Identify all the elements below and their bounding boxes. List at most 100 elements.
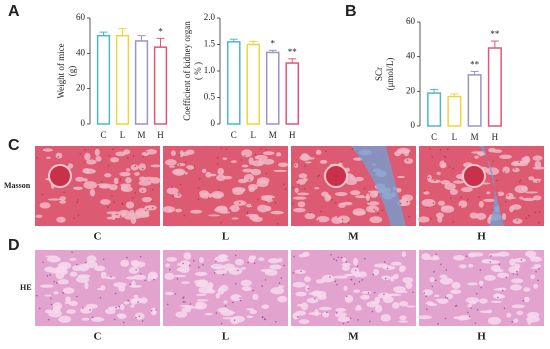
tissue-texture xyxy=(106,216,113,220)
nucleus xyxy=(77,214,80,216)
tissue-texture xyxy=(292,312,299,320)
tissue-texture xyxy=(296,192,310,196)
nucleus xyxy=(84,261,87,264)
tissue-texture xyxy=(316,216,330,223)
tissue-texture xyxy=(393,273,399,280)
tissue-texture xyxy=(125,168,131,172)
nucleus xyxy=(434,279,437,282)
nucleus xyxy=(38,307,41,310)
tissue-texture xyxy=(326,194,332,201)
nucleus xyxy=(215,260,217,263)
nucleus xyxy=(183,214,186,217)
tissue-texture xyxy=(352,208,366,216)
nucleus xyxy=(325,311,328,314)
y-tick-label: 0 xyxy=(411,120,416,130)
nucleus xyxy=(351,148,354,150)
nucleus xyxy=(383,293,385,296)
nucleus xyxy=(115,306,117,309)
tissue-texture xyxy=(212,193,217,198)
nucleus xyxy=(501,289,504,292)
nucleus xyxy=(239,297,241,299)
tissue-texture xyxy=(217,167,224,176)
tissue-texture xyxy=(404,158,414,164)
nucleus xyxy=(511,320,513,323)
tissue-texture xyxy=(270,210,284,215)
tissue-texture xyxy=(486,191,491,195)
nucleus xyxy=(435,253,438,256)
nucleus xyxy=(265,172,268,175)
y-axis-label: (μmol/L) xyxy=(385,58,395,91)
tissue-texture xyxy=(432,255,439,259)
nucleus xyxy=(489,261,492,263)
panel-label: C xyxy=(8,137,20,154)
nucleus xyxy=(535,270,537,273)
nucleus xyxy=(423,292,426,294)
nucleus xyxy=(240,159,243,161)
tissue-texture xyxy=(437,200,446,206)
nucleus xyxy=(324,150,327,152)
tissue-texture xyxy=(35,214,43,218)
nucleus xyxy=(426,206,428,209)
bar xyxy=(285,62,300,125)
tissue-texture xyxy=(75,176,85,182)
nucleus xyxy=(525,217,528,220)
tissue-texture xyxy=(56,216,66,223)
tissue-texture xyxy=(298,173,308,179)
tissue-texture xyxy=(230,294,242,301)
significance: * xyxy=(271,38,276,48)
nucleus xyxy=(318,174,321,177)
tissue-texture xyxy=(44,266,55,273)
nucleus xyxy=(504,171,506,173)
y-tick-label: 40 xyxy=(406,51,416,61)
nucleus xyxy=(189,303,192,305)
tissue-texture xyxy=(139,297,148,304)
tissue-texture xyxy=(134,172,140,176)
nucleus xyxy=(431,156,434,158)
bar xyxy=(467,74,482,127)
nucleus xyxy=(478,196,480,198)
tissue-texture xyxy=(405,281,413,289)
nucleus xyxy=(113,318,116,321)
tissue-texture xyxy=(55,152,63,159)
tissue-texture xyxy=(527,317,532,325)
tissue-texture xyxy=(69,271,78,277)
tissue-texture xyxy=(314,187,320,190)
nucleus xyxy=(538,267,540,270)
tissue-texture xyxy=(171,169,183,175)
nucleus xyxy=(320,210,322,213)
tissue-texture xyxy=(195,293,207,296)
tissue-texture xyxy=(304,276,311,283)
y-axis-label: (g) xyxy=(67,66,77,77)
nucleus xyxy=(284,188,287,190)
tissue-texture xyxy=(138,163,147,171)
nucleus xyxy=(55,282,58,284)
nucleus xyxy=(237,269,239,272)
tissue-texture xyxy=(361,290,372,294)
nucleus xyxy=(334,201,337,204)
nucleus xyxy=(232,301,234,304)
tissue-texture xyxy=(94,148,100,157)
nucleus xyxy=(452,167,454,170)
significance: * xyxy=(158,26,163,36)
micrograph xyxy=(162,146,289,226)
tissue-texture xyxy=(130,298,140,303)
nucleus xyxy=(353,283,356,285)
tissue-texture xyxy=(533,283,539,289)
tissue-texture xyxy=(275,154,282,157)
tissue-texture xyxy=(184,305,197,309)
tissue-texture xyxy=(308,292,319,296)
tissue-texture xyxy=(150,164,161,168)
tissue-texture xyxy=(479,310,491,313)
tissue-texture xyxy=(104,173,112,178)
nucleus xyxy=(329,276,331,278)
tissue-texture xyxy=(262,151,275,156)
tissue-texture xyxy=(241,286,252,292)
tissue-texture xyxy=(133,294,139,299)
nucleus xyxy=(490,255,492,257)
tissue-texture xyxy=(180,281,191,284)
nucleus xyxy=(171,186,173,189)
tissue-texture xyxy=(530,274,536,280)
tissue-texture xyxy=(460,187,473,193)
tissue-texture xyxy=(296,178,306,185)
